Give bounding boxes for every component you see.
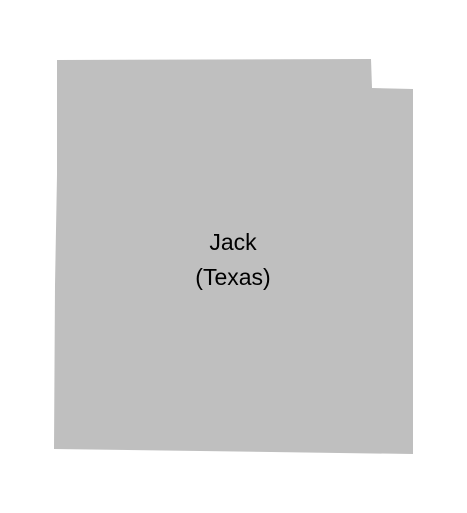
state-label: (Texas) bbox=[195, 264, 270, 290]
county-shape-jack[interactable] bbox=[54, 59, 413, 454]
county-name-label: Jack bbox=[209, 229, 257, 255]
